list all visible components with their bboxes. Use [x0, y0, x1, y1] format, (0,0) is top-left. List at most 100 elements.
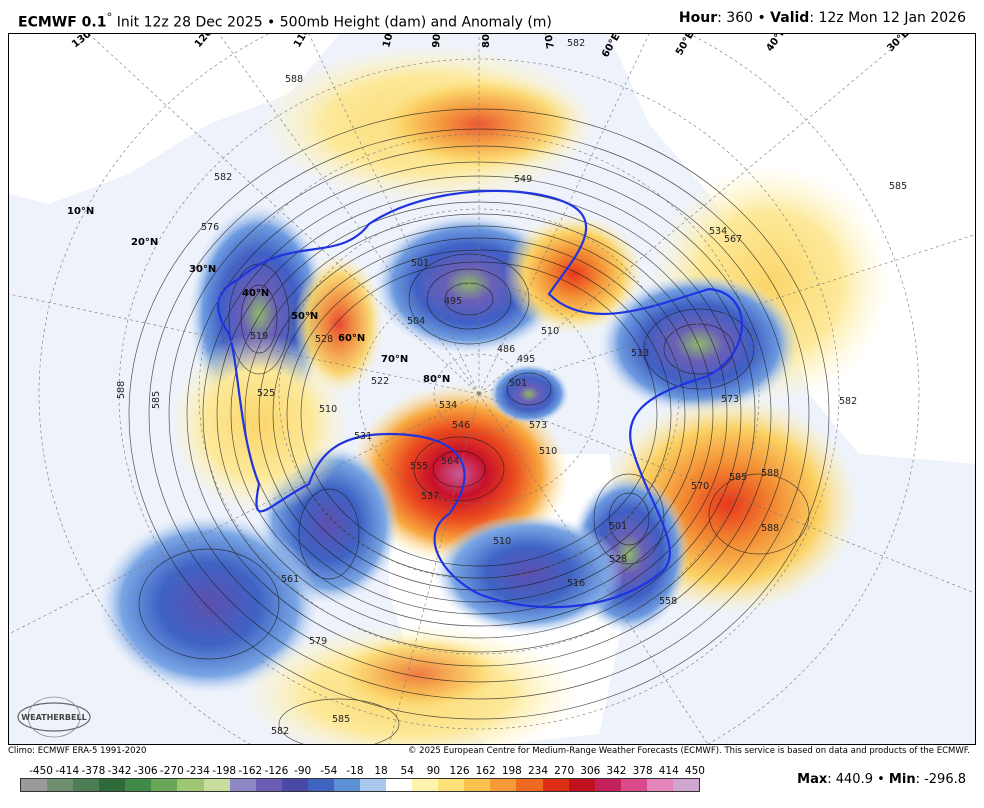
map-svg: 10°N 20°N 30°N 40°N 50°N 60°N 70°N 80°N …	[9, 34, 975, 744]
header-bar: ECMWF 0.1° Init 12z 28 Dec 2025 • 500mb …	[0, 0, 984, 32]
colorbar-tick-label: 162	[475, 765, 496, 777]
valid-label: Valid	[770, 10, 810, 26]
contour-label: 525	[257, 388, 275, 399]
anomaly-negative-pacific-east	[99, 514, 319, 694]
colorbar-swatch	[125, 779, 152, 791]
contour-label: 516	[567, 578, 585, 589]
colorbar-swatch	[255, 779, 282, 791]
contour-label: 582	[839, 396, 857, 407]
colorbar-tick-label: 414	[658, 765, 679, 777]
model-name: ECMWF 0.1	[18, 14, 107, 31]
colorbar-swatch	[646, 779, 673, 791]
colorbar-swatch	[568, 779, 595, 791]
contour-label: 555	[410, 461, 428, 472]
colorbar-swatch	[203, 779, 230, 791]
min-label: Min	[888, 772, 916, 787]
colorbar-swatch	[594, 779, 621, 791]
contour-label: 588	[285, 74, 303, 85]
contour-label: 576	[201, 222, 219, 233]
contour-label: 588	[116, 381, 127, 399]
anomaly-negative-pole	[489, 364, 569, 424]
contour-label: 504	[407, 316, 425, 327]
lat-label-10n: 10°N	[67, 206, 94, 217]
contour-label: 522	[371, 376, 389, 387]
latitude-labels: 10°N 20°N 30°N 40°N 50°N 60°N 70°N 80°N	[67, 206, 450, 385]
colorbar-swatch	[307, 779, 334, 791]
colorbar-tick-label: -306	[133, 765, 158, 777]
valid-value: : 12z Mon 12 Jan 2026	[809, 10, 966, 26]
colorbar-swatch	[386, 779, 413, 791]
colorbar-tick-label: -378	[81, 765, 106, 777]
colorbar-swatch	[151, 779, 178, 791]
colorbar-swatch	[99, 779, 126, 791]
anomaly-negative-europe	[599, 274, 799, 414]
colorbar-tick-label: -162	[238, 765, 263, 777]
contour-label: 486	[497, 344, 515, 355]
contour-label: 501	[411, 258, 429, 269]
colorbar-tick-label: -450	[29, 765, 53, 777]
lat-label-20n: 20°N	[131, 237, 158, 248]
colorbar-swatch	[281, 779, 308, 791]
colorbar-tick-label: 54	[400, 765, 414, 777]
colorbar-swatch	[542, 779, 569, 791]
colorbar-swatch	[21, 779, 48, 791]
max-min-stats: Max: 440.9 • Min: -296.8	[797, 772, 966, 787]
min-value: : -296.8	[915, 772, 966, 787]
lat-label-40n: 40°N	[242, 288, 269, 299]
climo-note: Climo: ECMWF ERA-5 1991-2020	[8, 746, 147, 756]
contour-label: 573	[529, 420, 547, 431]
colorbar-tick-label: -234	[186, 765, 210, 777]
colorbar-tick-label: -90	[294, 765, 312, 777]
contour-label: 588	[761, 468, 779, 479]
contour-label: 510	[539, 446, 557, 457]
contour-label: 513	[631, 348, 649, 359]
valid-info: Hour: 360 • Valid: 12z Mon 12 Jan 2026	[679, 10, 966, 26]
contour-label: 510	[493, 536, 511, 547]
land-asia-west	[9, 34, 339, 204]
logo-text: WEATHERBELL	[21, 713, 86, 722]
colorbar-tick-label: 90	[426, 765, 441, 777]
colorbar-tick-label: 378	[632, 765, 653, 777]
contour-label: 519	[250, 331, 268, 342]
contour-label: 510	[319, 404, 337, 415]
contour-label: 528	[315, 334, 333, 345]
colorbar-swatch	[490, 779, 517, 791]
contour-label: 570	[691, 481, 709, 492]
colorbar-tick-label: 18	[374, 765, 388, 777]
max-label: Max	[797, 772, 828, 787]
contour-label: 501	[609, 521, 627, 532]
colorbar-tick-label: 234	[527, 765, 549, 777]
lon-label-80e: 80°E	[481, 34, 492, 48]
contour-label: 495	[517, 354, 535, 365]
contour-label: 567	[724, 234, 742, 245]
contour-label: 537	[421, 491, 439, 502]
colorbar	[20, 778, 700, 792]
contour-label: 573	[721, 394, 739, 405]
init-text: Init 12z 28 Dec 2025 • 500mb Height (dam…	[112, 14, 552, 31]
contour-540-dam	[217, 189, 743, 609]
lon-label-90e: 90°E	[431, 34, 444, 48]
contour-label: 561	[281, 574, 299, 585]
contour-label: 579	[309, 636, 327, 647]
colorbar-tick-label: -198	[212, 765, 237, 777]
degree-symbol: °	[106, 10, 113, 24]
graticule	[9, 34, 975, 744]
copyright-note: © 2025 European Centre for Medium-Range …	[407, 746, 970, 756]
colorbar-tick-label: 342	[606, 765, 627, 777]
colorbar-swatch	[177, 779, 204, 791]
contour-label: 582	[567, 38, 585, 49]
weatherbell-logo: WEATHERBELL	[17, 696, 91, 738]
colorbar-swatch	[229, 779, 256, 791]
colorbar-tick-label: -414	[55, 765, 80, 777]
lat-label-50n: 50°N	[291, 311, 318, 322]
contour-label: 510	[541, 326, 559, 337]
contour-label: 534	[709, 226, 727, 237]
anomaly-negative-canada	[434, 514, 624, 634]
colorbar-tick-label: 450	[684, 765, 705, 777]
hour-value: : 360 •	[717, 10, 771, 26]
contour-label: 546	[452, 420, 470, 431]
colorbar-tick-label: -18	[346, 765, 364, 777]
colorbar-tick-label: 126	[449, 765, 470, 777]
contour-label: 564	[441, 456, 459, 467]
colorbar-tick-label: 198	[501, 765, 522, 777]
